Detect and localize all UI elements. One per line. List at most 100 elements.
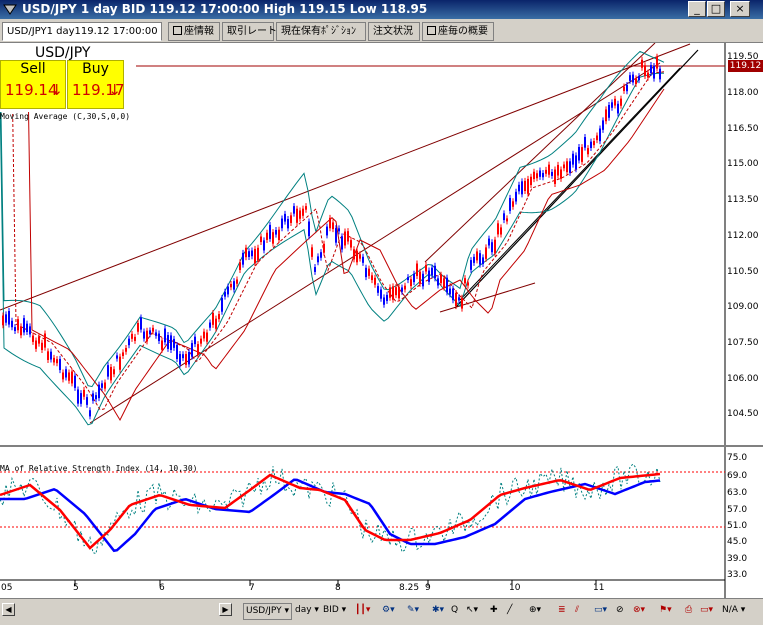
zoom-level-value: N/A [722, 605, 738, 615]
candle-body [257, 247, 259, 261]
maximize-button[interactable]: □ [707, 1, 725, 17]
candle-body [212, 312, 214, 325]
current-price-marker: 119.12 [728, 60, 763, 72]
candle-body [110, 366, 112, 381]
candle-body [143, 331, 145, 339]
draw-icon[interactable]: ✎▾ [407, 605, 420, 615]
tab-rates[interactable]: 取引レート [222, 22, 277, 41]
tab-orders[interactable]: 注文状況 [368, 22, 420, 41]
candle-body [374, 277, 376, 285]
candle-body [20, 326, 22, 336]
zoom-icon[interactable]: ⊕▾ [529, 605, 542, 615]
tools-icon[interactable]: ✱▾ [432, 605, 445, 615]
tab-chart[interactable]: USD/JPY1 day119.12 17:00:00 [2, 22, 162, 41]
erase-icon[interactable]: ⊘ [616, 605, 624, 615]
side-dropdown[interactable]: BID ▾ [323, 605, 347, 615]
candle-body [416, 263, 418, 276]
candle-body [365, 267, 367, 278]
candle-body [224, 291, 226, 297]
price-axis-label: 107.50 [727, 338, 759, 348]
rsi-ma-slow-line [0, 478, 661, 553]
alert-icon[interactable]: ⊗▾ [633, 605, 646, 615]
candle-body [164, 328, 166, 343]
cursor-icon[interactable]: ↖▾ [466, 605, 479, 615]
sell-label: Sell [20, 61, 46, 77]
candle-body [158, 333, 160, 342]
candle-body [47, 351, 49, 360]
candle-body [287, 219, 289, 229]
period-dropdown[interactable]: day ▾ [295, 605, 319, 615]
tab-positions[interactable]: 現在保有ﾎﾟｼﾞｼｮﾝ [276, 22, 366, 41]
candle-body [137, 323, 139, 332]
scroll-right-button[interactable]: ▶ [219, 603, 232, 616]
moving-average-long [0, 77, 665, 422]
close-button[interactable]: × [730, 1, 750, 17]
trendline-icon[interactable]: ╱ [507, 605, 513, 615]
chart-type-icon[interactable]: ┃┃▾ [355, 605, 371, 615]
tab-label: 取引レート [227, 26, 277, 37]
candle-body [455, 293, 457, 307]
candle-body [557, 164, 559, 176]
tab-account-info[interactable]: 座情報 [168, 22, 220, 41]
candle-body [656, 56, 658, 69]
candle-body [263, 240, 265, 251]
candle-body [296, 208, 298, 223]
candle-body [119, 356, 121, 370]
candle-body [464, 278, 466, 284]
candle-body [23, 318, 25, 333]
candle-body [638, 76, 640, 81]
candle-body [614, 98, 616, 106]
price-axis-label: 119.50 [727, 52, 759, 62]
candle-body [41, 342, 43, 351]
channel-icon[interactable]: ⫽ [575, 605, 580, 615]
tab-label: 座情報 [184, 26, 214, 37]
symbol-value: USD/JPY [246, 606, 282, 616]
symbol-dropdown[interactable]: USD/JPY ▾ [243, 603, 293, 620]
candle-body [626, 84, 628, 92]
candle-body [281, 218, 283, 229]
candle-body [641, 59, 643, 68]
candle-body [647, 72, 649, 78]
candle-body [593, 140, 595, 146]
indicator-icon[interactable]: ⚙▾ [382, 605, 395, 615]
tab-account-summary[interactable]: 座毎の概要 [422, 22, 494, 41]
candle-body [29, 326, 31, 335]
shape-icon[interactable]: ▭▾ [594, 605, 608, 615]
candle-body [215, 318, 217, 329]
x-axis-label: 9 [425, 583, 431, 593]
sell-button[interactable]: Sell 119.14 ↓ [0, 60, 66, 109]
fib-icon[interactable]: ≣ [558, 605, 566, 615]
candle-body [77, 389, 79, 404]
candle-body [242, 252, 244, 265]
trend-line-a [424, 43, 656, 263]
quote-panel: USD/JPY Sell 119.14 ↓ Buy 119.17 ↓ [0, 45, 136, 112]
buy-button[interactable]: Buy 119.17 ↓ [67, 60, 125, 109]
candle-body [188, 351, 190, 365]
crosshair-icon[interactable]: ✚ [490, 605, 498, 615]
candle-body [308, 221, 310, 237]
candle-body [71, 371, 73, 384]
price-chart[interactable] [0, 43, 763, 598]
text-tool-icon[interactable]: Q [451, 605, 459, 615]
candle-body [551, 171, 553, 176]
x-axis-label: 05 [1, 583, 13, 593]
candle-body [347, 231, 349, 242]
candle-body [470, 260, 472, 270]
save-icon[interactable]: ▭▾ [700, 605, 714, 615]
candle-body [83, 389, 85, 397]
candle-body [425, 264, 427, 272]
minimize-button[interactable]: _ [688, 1, 706, 17]
scroll-left-button[interactable]: ◀ [2, 603, 15, 616]
zoom-level[interactable]: N/A ▾ [722, 605, 746, 615]
candle-body [146, 330, 148, 342]
tab-bar: USD/JPY1 day119.12 17:00:00 座情報 取引レート 現在… [0, 19, 763, 43]
candle-body [392, 286, 394, 300]
price-axis-label: 110.50 [727, 267, 759, 277]
candle-body [533, 171, 535, 180]
candle-body [74, 375, 76, 388]
print-icon[interactable]: ⎙ [685, 605, 693, 615]
candle-body [443, 278, 445, 288]
checkbox-icon [427, 26, 436, 35]
candle-body [65, 369, 67, 378]
flag-icon[interactable]: ⚑▾ [659, 605, 672, 615]
